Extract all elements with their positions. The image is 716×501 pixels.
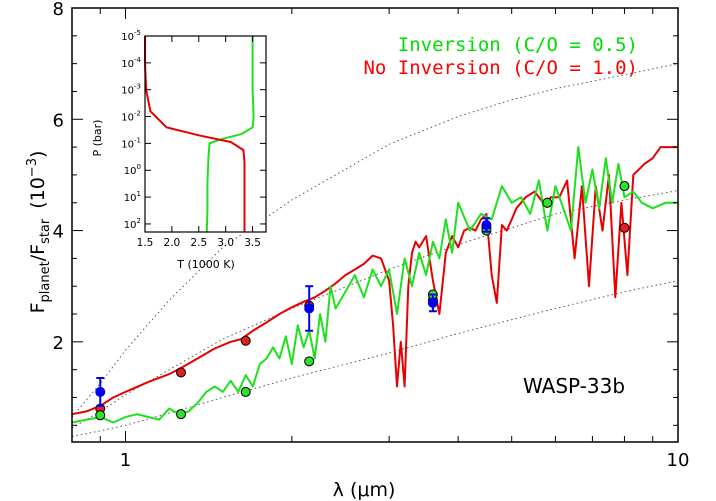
- inset-y-tick-label: 101: [124, 190, 141, 204]
- band-point-inversion: [240, 386, 251, 397]
- band-point-no-inversion: [619, 222, 630, 233]
- inset-y-tick-label: 10-5: [121, 29, 141, 43]
- inset-inversion-profile: [205, 36, 255, 233]
- no-inversion-spectrum: [71, 146, 678, 416]
- y-axis-label: Fplanet/Fstar(10−3): [25, 151, 53, 314]
- inset-y-label: P (bar): [91, 120, 104, 157]
- plot-frame: [71, 7, 679, 443]
- band-point-inversion: [304, 356, 315, 367]
- inset-x-tick-label: 3.5: [244, 237, 261, 249]
- inset-y-tick-label: 100: [124, 163, 141, 177]
- inset-x-tick-label: 2.5: [190, 237, 207, 249]
- inset-x-tick-label: 3.0: [217, 237, 234, 249]
- observation-point: [481, 220, 492, 230]
- inset-no-inversion-profile: [144, 36, 246, 232]
- band-point-no-inversion: [175, 367, 186, 378]
- legend-no-inversion: No Inversion (C/O = 1.0): [363, 57, 638, 79]
- band-point-inversion: [542, 197, 553, 208]
- inset-x-tick-label: 2.0: [164, 237, 181, 249]
- inset-background: [143, 34, 268, 234]
- inset-x-tick-label: 1.5: [137, 237, 154, 249]
- inset-y-tick-label: 10-1: [121, 136, 141, 150]
- model-spectra: [71, 146, 678, 424]
- inset-y-tick-label: 10-3: [121, 83, 141, 97]
- planet-label: WASP-33b: [523, 374, 625, 398]
- y-tick-label: 2: [53, 333, 64, 354]
- inversion-spectrum: [71, 146, 678, 424]
- x-tick-label: 10: [667, 450, 690, 471]
- inset-profiles: [144, 36, 255, 233]
- inset-frame: [144, 35, 267, 233]
- x-tick-label: 1: [120, 450, 131, 471]
- data-points: [95, 181, 630, 421]
- inset-x-label: T (1000 K): [176, 258, 235, 271]
- x-axis-label: λ (μm): [333, 479, 396, 501]
- inset-axes: 1.5 2.0 2.5 3.0 3.5 10-5 10-4 10-3 10-2 10-1 100 10…: [121, 29, 267, 249]
- y-tick-label: 4: [53, 222, 64, 243]
- inset-y-tick-label: 102: [124, 217, 141, 231]
- blackbody-curve: [71, 280, 679, 437]
- legend-inversion: Inversion (C/O = 0.5): [398, 34, 638, 56]
- observation-point: [304, 303, 315, 314]
- band-point-inversion: [619, 181, 630, 192]
- band-point-inversion: [175, 409, 186, 420]
- y-tick-label: 6: [53, 110, 64, 131]
- band-point-no-inversion: [240, 335, 251, 346]
- observation-point: [95, 386, 106, 397]
- inset-y-tick-label: 10-4: [121, 56, 141, 70]
- band-point-inversion: [95, 410, 106, 421]
- y-tick-label: 8: [53, 0, 64, 20]
- inset-y-tick-label: 10-2: [121, 110, 141, 124]
- blackbody-curves: [71, 63, 679, 437]
- observation-point: [427, 297, 438, 308]
